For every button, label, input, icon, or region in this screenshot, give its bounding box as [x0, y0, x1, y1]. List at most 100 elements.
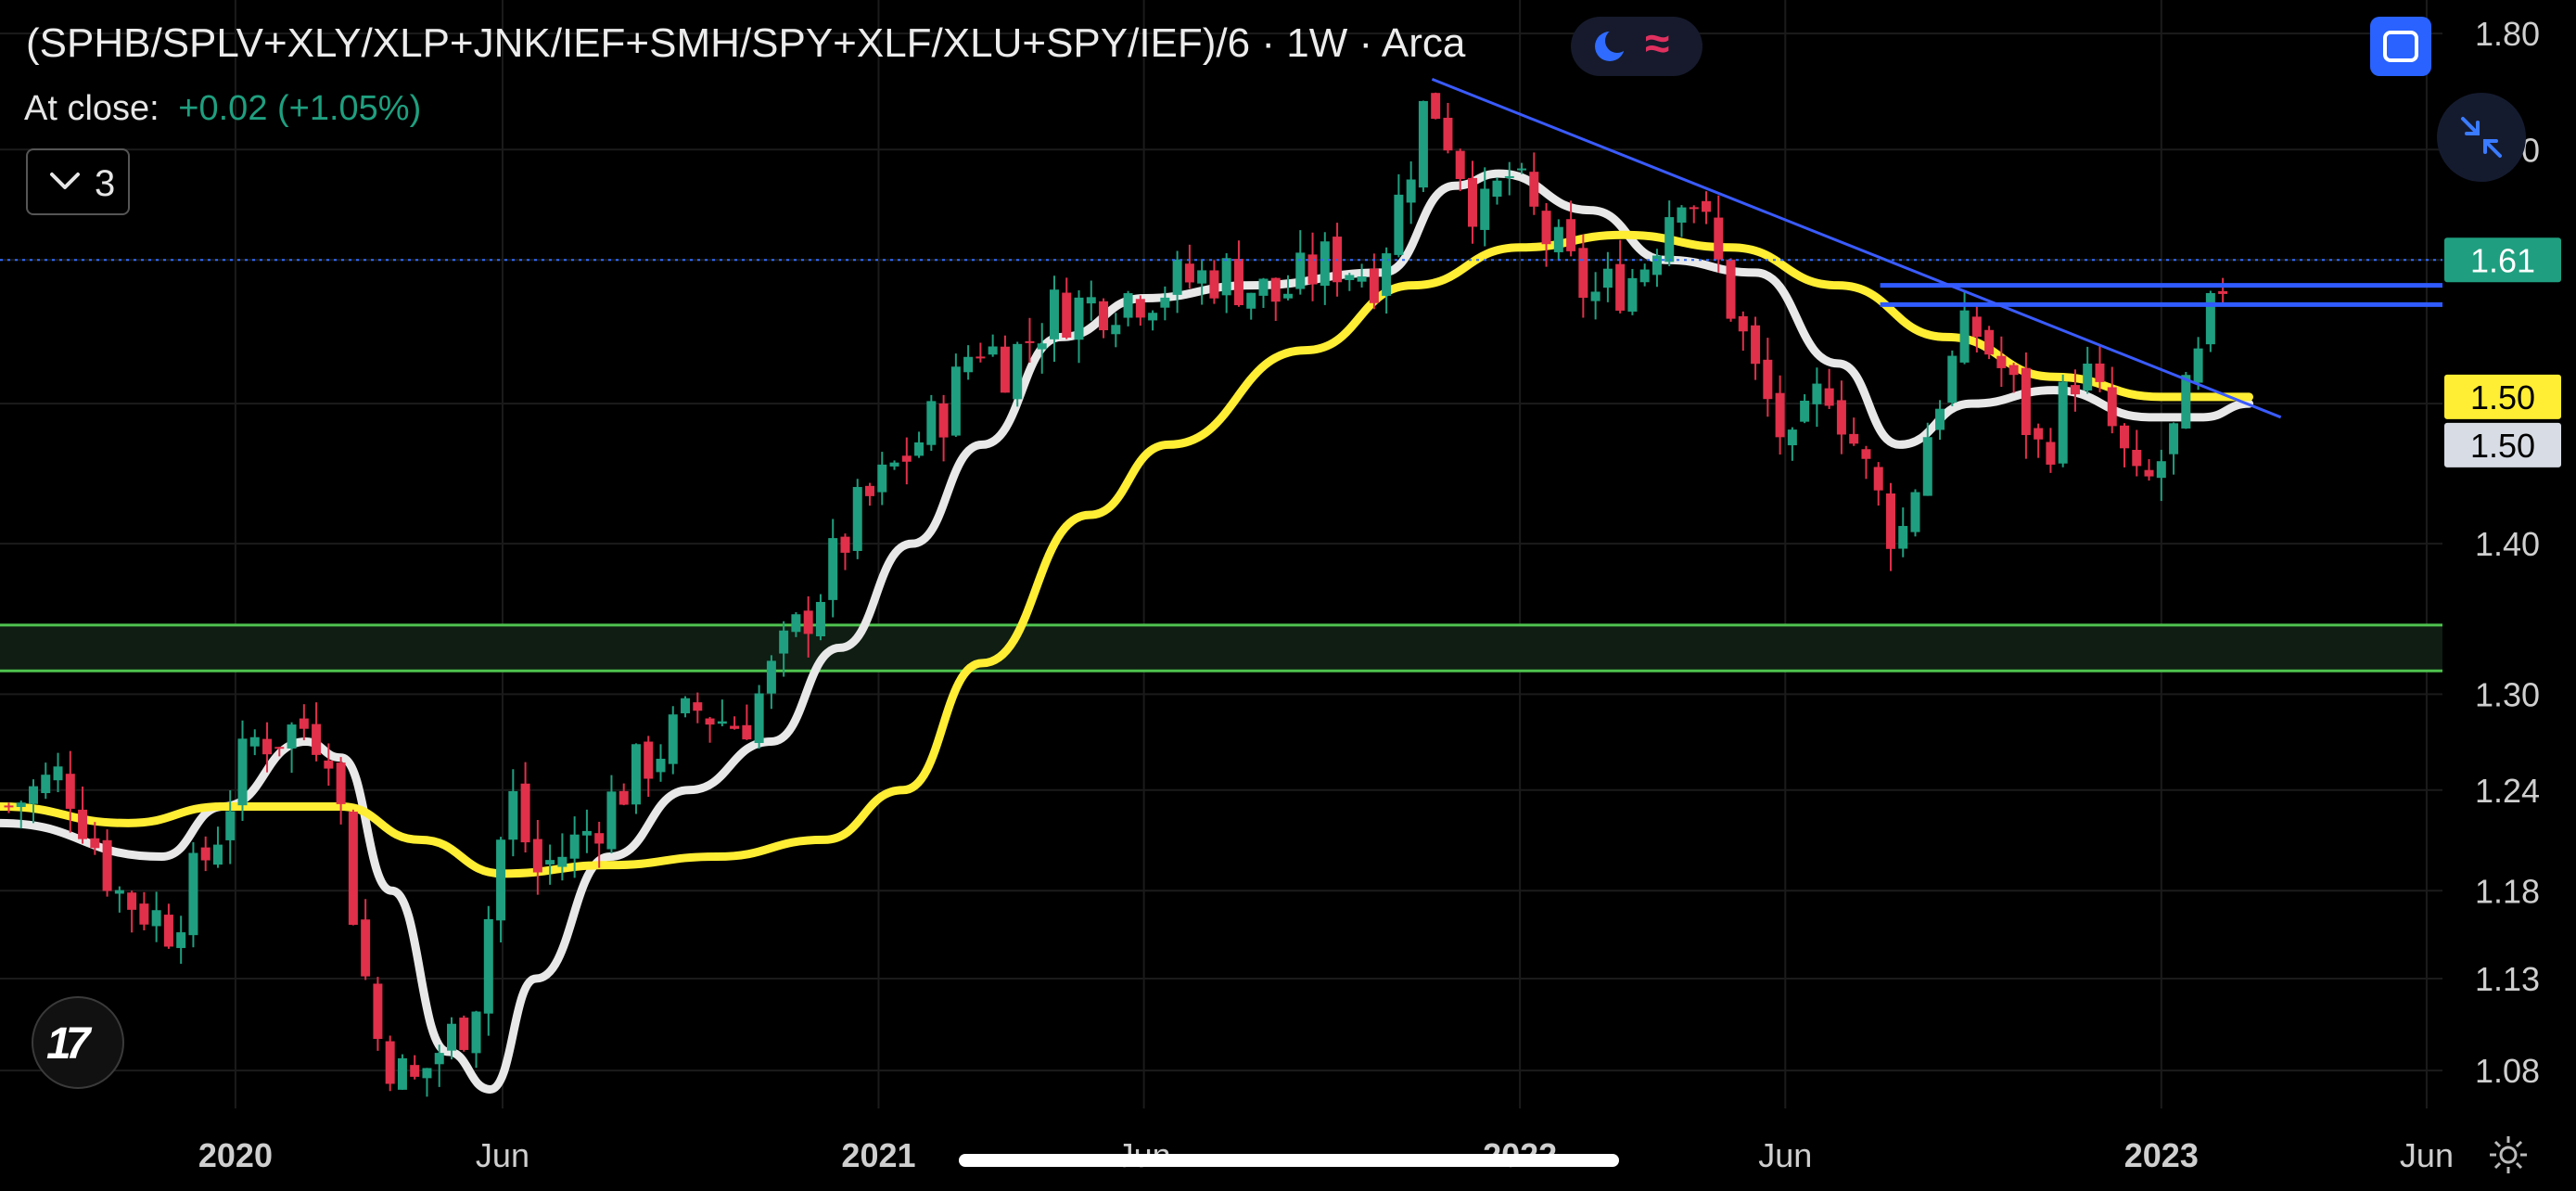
x-tick-label: Jun: [1758, 1136, 1812, 1174]
candle-body: [65, 774, 75, 809]
fullscreen-button[interactable]: [2370, 17, 2431, 76]
candle-body: [361, 919, 371, 977]
candle-body: [545, 860, 555, 864]
candle-body: [1394, 194, 1404, 255]
candle-body: [1553, 226, 1563, 252]
candle-body: [1885, 493, 1895, 549]
candle-body: [1984, 329, 1995, 355]
candle-body: [730, 725, 740, 729]
candle-body: [1812, 383, 1822, 404]
candle-body: [889, 462, 899, 467]
candle-body: [1357, 275, 1367, 282]
candle-body: [1492, 180, 1502, 198]
candle-body: [2107, 387, 2117, 427]
candle-body: [1566, 219, 1576, 251]
candle-body: [1861, 449, 1871, 459]
candle-body: [1467, 177, 1477, 227]
candle-body: [1922, 437, 1932, 496]
candle-body: [606, 791, 617, 850]
y-tick-label: 1.24: [2475, 772, 2540, 810]
candle-body: [1602, 268, 1613, 288]
at-close-row: At close: +0.02 (+1.05%): [24, 89, 421, 129]
candle-body: [249, 736, 260, 747]
chevron-down-icon: [50, 173, 80, 189]
home-indicator[interactable]: [959, 1154, 1619, 1167]
candle-body: [176, 932, 186, 949]
wave-icon[interactable]: ≈: [1645, 19, 1670, 69]
candle-body: [2058, 381, 2068, 464]
candle-body: [1504, 175, 1514, 178]
candle-body: [2132, 450, 2142, 467]
candle-body: [1307, 254, 1318, 285]
candle-body: [1246, 292, 1256, 309]
candle-body: [287, 724, 297, 749]
candle-body: [151, 910, 161, 927]
trendline: [1431, 77, 2282, 419]
trendline-segment: [1431, 77, 2282, 419]
candle-body: [631, 744, 641, 805]
candle-body: [1431, 93, 1441, 120]
candle-body: [1726, 260, 1736, 319]
candle-body: [950, 366, 961, 436]
candle-body: [2009, 365, 2019, 376]
support-zone-fill: [0, 624, 2442, 672]
candle-body: [2083, 364, 2093, 391]
candle-body: [828, 538, 838, 600]
candle-body: [1037, 343, 1047, 350]
candle-body: [1086, 297, 1096, 304]
theme-toggle[interactable]: ≈: [1571, 17, 1702, 76]
candle-body: [1123, 293, 1133, 318]
y-tick-label: 1.30: [2475, 675, 2540, 713]
candle-body: [1160, 297, 1170, 308]
candle-body: [1702, 200, 1712, 212]
x-tick-label: 2021: [841, 1136, 915, 1174]
candle-body: [988, 346, 998, 355]
candle-body: [2046, 442, 2056, 465]
support-zone: [0, 623, 2442, 672]
candle-body: [496, 839, 506, 921]
price-axis: 1.801.701.611.501.401.301.241.181.131.08…: [2444, 15, 2561, 1090]
candle-body: [1800, 400, 1810, 422]
price-badge-label: 1.50: [2470, 427, 2535, 465]
candle-body: [1627, 277, 1638, 312]
candle-body: [324, 760, 334, 769]
candle-body: [618, 790, 629, 805]
candle-body: [1996, 355, 2007, 368]
candle-body: [644, 741, 654, 779]
candle-body: [410, 1065, 420, 1077]
candle-body: [1025, 340, 1035, 343]
tradingview-logo[interactable]: 17: [32, 996, 124, 1089]
candle-body: [1406, 179, 1416, 203]
candle-body: [803, 610, 813, 634]
candle-body: [336, 762, 346, 804]
chart-grid: [0, 0, 2442, 1108]
candle-body: [139, 903, 149, 925]
chart-title[interactable]: (SPHB/SPLV+XLY/XLP+JNK/IEF+SMH/SPY+XLF/X…: [26, 20, 1466, 66]
indicators-collapse-button[interactable]: 3: [26, 148, 130, 215]
candle-body: [1443, 117, 1453, 151]
candle-body: [2193, 348, 2203, 383]
candle-body: [348, 812, 358, 926]
candle-body: [1184, 263, 1194, 283]
candle-body: [976, 356, 986, 359]
candle-body: [483, 918, 493, 1014]
candle-body: [1455, 150, 1465, 180]
candle-body: [901, 455, 912, 462]
candle-body: [53, 766, 63, 781]
shrink-button[interactable]: [2437, 93, 2526, 182]
candle-body: [1910, 492, 1920, 532]
candle-body: [1615, 263, 1626, 311]
candle-body: [2169, 423, 2179, 455]
candle-body: [127, 892, 137, 910]
candle-body: [581, 830, 592, 836]
candle-body: [742, 724, 752, 740]
sma-slow-line: [0, 230, 2254, 878]
candle-body: [532, 839, 542, 873]
gear-icon[interactable]: [2487, 1133, 2530, 1176]
candle-body: [1270, 277, 1281, 302]
candle-body: [1517, 168, 1527, 171]
candle-body: [1935, 408, 1945, 430]
candle-body: [200, 847, 210, 861]
x-tick-label: 2020: [198, 1136, 273, 1174]
